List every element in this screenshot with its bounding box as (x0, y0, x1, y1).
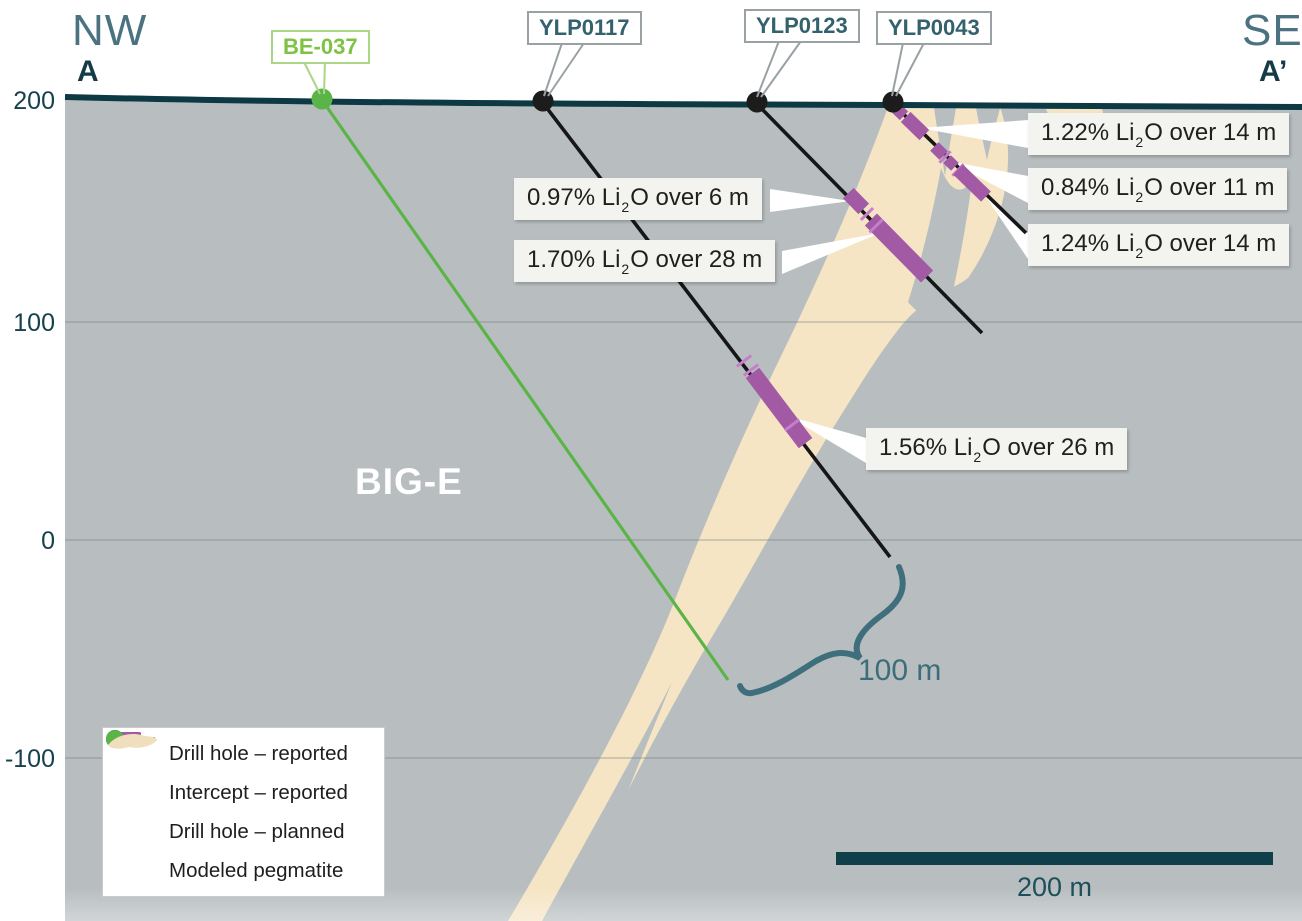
intercept-tick (783, 418, 801, 432)
callout-text: O over 11 m (1144, 174, 1275, 201)
intercept-ylp0043-0-84b (943, 155, 959, 171)
callout-text: 1.70% Li (527, 246, 621, 273)
callout-text: O over 6 m (630, 184, 749, 211)
intercept-ylp0043-1-22b (900, 111, 930, 141)
elevation-tick-0: 0 (41, 527, 55, 555)
drill-trace-be037-planned (320, 99, 730, 681)
callout-wedge-1-70 (782, 233, 880, 274)
legend-label: Modeled pegmatite (169, 858, 344, 882)
callout-text: 0.84% Li (1041, 174, 1135, 201)
intercept-tick (859, 206, 875, 222)
hole-label-leaders (302, 40, 925, 98)
intercept-tick (735, 354, 753, 368)
callout-1-56: 1.56% Li2O over 26 m (866, 428, 1128, 470)
intercept-ylp0123-1-70 (864, 213, 934, 283)
intercept-tick (742, 363, 760, 377)
surface-line (64, 94, 1302, 110)
collar-be037 (311, 88, 333, 110)
intercept-ylp0117-1-56 (745, 367, 813, 449)
subscript: 2 (973, 449, 982, 465)
intercept-tick (938, 150, 952, 164)
callout-text: 1.56% Li (879, 434, 973, 461)
pegmatite-main-dike (508, 107, 1009, 921)
hole-label-be037: BE-037 (271, 30, 370, 64)
callout-0-84: 0.84% Li2O over 11 m (1028, 168, 1288, 210)
callout-1-22: 1.22% Li2O over 14 m (1028, 113, 1290, 155)
scale-bar-label-200m: 200 m (1016, 872, 1093, 902)
legend-item-intercept-reported: Intercept – reported (103, 732, 384, 810)
callout-wedge-1-22 (920, 120, 1028, 148)
subscript: 2 (621, 261, 630, 277)
callout-text: O over 14 m (1144, 230, 1277, 257)
callout-text: O over 28 m (630, 246, 763, 273)
elevation-tick-200: 200 (13, 87, 55, 115)
intercept-ylp0043-1-24 (953, 164, 991, 202)
drill-trace-ylp0123 (755, 102, 984, 335)
intercept-ylp0123-0-97 (842, 187, 870, 215)
offset-brace (737, 564, 906, 697)
collar-ylp0043 (882, 91, 904, 113)
intercept-tick (868, 218, 884, 234)
callout-1-70: 1.70% Li2O over 28 m (514, 240, 776, 282)
section-end-a-prime: A’ (1259, 55, 1288, 88)
callout-wedge-1-24 (984, 194, 1028, 259)
legend: Drill hole – reported Intercept – report… (102, 727, 385, 897)
subscript: 2 (1135, 189, 1144, 205)
zone-label-big-e: BIG-E (355, 461, 463, 502)
callout-text: 1.22% Li (1041, 119, 1135, 146)
elevation-tick-minus100: -100 (4, 745, 55, 773)
callout-wedge-1-56 (788, 416, 866, 463)
callout-text: 1.24% Li (1041, 230, 1135, 257)
section-end-a: A (77, 55, 99, 88)
callout-text: 0.97% Li (527, 184, 621, 211)
legend-item-drill-planned: Drill hole – planned (103, 730, 384, 849)
callout-text: O over 14 m (1144, 119, 1277, 146)
subscript: 2 (1135, 245, 1144, 261)
ground-fill (65, 97, 1302, 921)
direction-nw: NW (72, 6, 148, 55)
hole-label-ylp0117: YLP0117 (527, 11, 642, 45)
direction-se: SE (1242, 6, 1302, 55)
pegmatite-notch-1 (934, 108, 956, 176)
subscript: 2 (1135, 134, 1144, 150)
scale-bar (836, 852, 1273, 865)
hole-label-ylp0123: YLP0123 (744, 9, 860, 43)
hole-label-ylp0043: YLP0043 (876, 11, 992, 45)
callout-wedge-0-97 (770, 189, 850, 212)
legend-item-modeled-pegmatite: Modeled pegmatite (103, 734, 384, 888)
legend-label: Drill hole – planned (169, 819, 345, 843)
callout-0-97: 0.97% Li2O over 6 m (514, 178, 762, 220)
pegmatite-branch-gap (908, 168, 972, 318)
legend-label: Intercept – reported (169, 780, 348, 804)
intercept-ylp0043-0-84a (930, 142, 948, 160)
callout-1-24: 1.24% Li2O over 14 m (1028, 224, 1290, 266)
subscript: 2 (621, 199, 630, 215)
legend-label: Drill hole – reported (169, 741, 348, 765)
elevation-tick-100: 100 (13, 309, 55, 337)
callout-text: O over 26 m (982, 434, 1115, 461)
brace-label-100m: 100 m (858, 654, 942, 687)
